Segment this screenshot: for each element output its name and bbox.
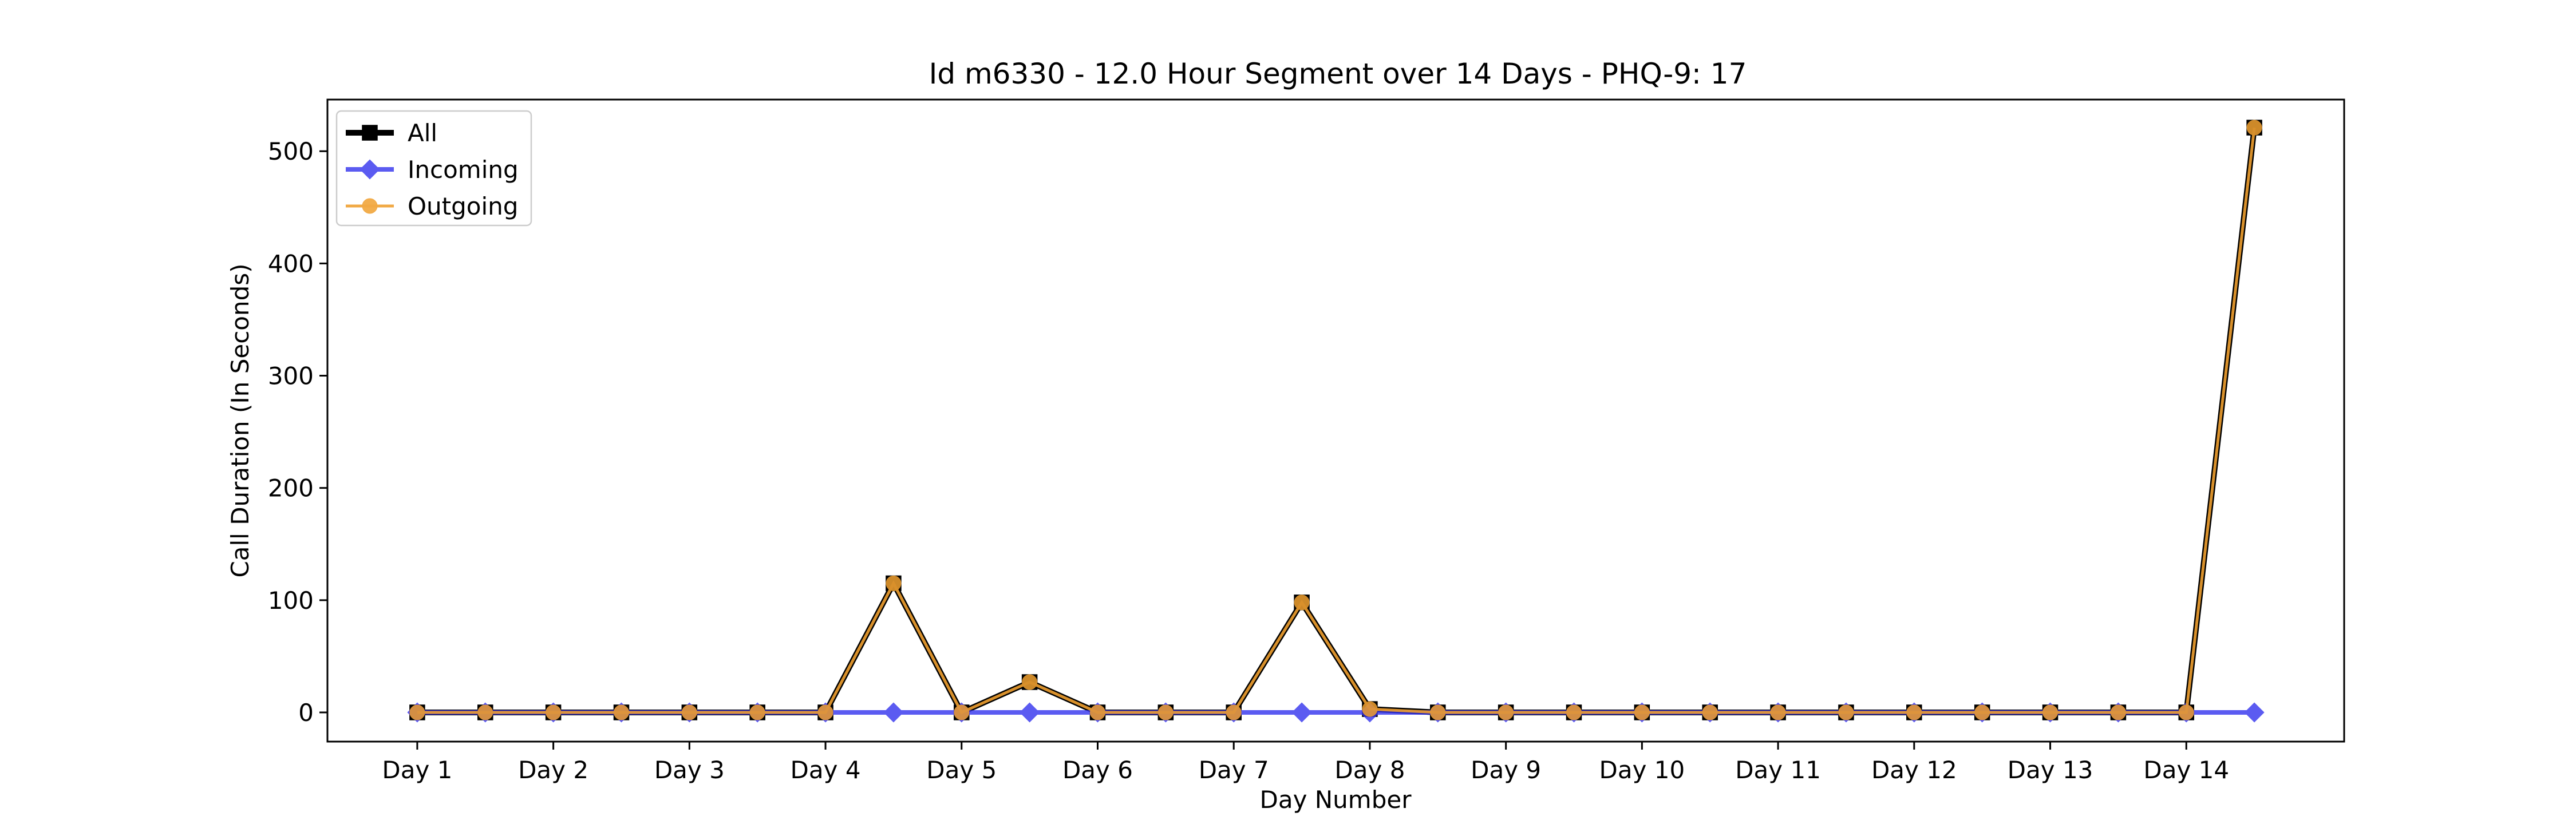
y-tick-label: 400: [268, 249, 314, 278]
data-point-outgoing: [1702, 704, 1718, 720]
data-point-outgoing: [681, 704, 697, 720]
x-tick-label: Day 8: [1334, 756, 1405, 784]
x-tick-label: Day 12: [1871, 756, 1957, 784]
x-tick-label: Day 11: [1735, 756, 1821, 784]
data-point-outgoing: [2042, 704, 2059, 720]
y-tick-label: 0: [298, 699, 314, 727]
x-tick-label: Day 5: [926, 756, 997, 784]
x-tick-label: Day 6: [1062, 756, 1133, 784]
series-line-outgoing: [417, 127, 2256, 715]
data-point-outgoing: [1838, 704, 1854, 720]
data-point-outgoing: [477, 704, 493, 720]
x-tick-label: Day 10: [1599, 756, 1685, 784]
legend-label: Incoming: [408, 156, 519, 184]
data-point-outgoing: [817, 704, 833, 720]
x-tick-label: Day 7: [1199, 756, 1269, 784]
legend-marker: [359, 159, 380, 180]
x-tick-label: Day 13: [2008, 756, 2093, 784]
x-tick-label: Day 9: [1471, 756, 1541, 784]
data-point-outgoing: [1226, 704, 1242, 720]
data-point-incoming: [883, 702, 904, 723]
legend-label: All: [408, 119, 437, 147]
legend-marker: [362, 198, 378, 214]
data-point-outgoing: [1157, 704, 1174, 720]
legend: All Incoming Outgoing: [335, 110, 532, 227]
x-tick-label: Day 4: [791, 756, 861, 784]
data-point-outgoing: [1430, 704, 1446, 720]
x-tick-label: Day 2: [518, 756, 588, 784]
data-point-outgoing: [1974, 704, 1990, 720]
data-point-outgoing: [1566, 704, 1582, 720]
y-tick-label: 300: [268, 362, 314, 390]
data-point-outgoing: [1634, 704, 1650, 720]
plot-frame: [326, 98, 2345, 743]
legend-box: [335, 110, 532, 227]
x-tick-label: Day 1: [382, 756, 452, 784]
data-point-outgoing: [1089, 704, 1105, 720]
y-tick-label: 100: [268, 587, 314, 615]
data-point-outgoing: [613, 704, 629, 720]
data-point-outgoing: [2178, 704, 2194, 720]
series-line-all: [417, 127, 2258, 716]
legend-marker: [362, 125, 378, 141]
data-point-outgoing: [546, 704, 562, 720]
plot-area: [407, 120, 2265, 723]
data-point-outgoing: [749, 704, 765, 720]
legend-label: Outgoing: [408, 192, 518, 220]
data-point-outgoing: [1022, 674, 1038, 690]
data-point-outgoing: [1770, 704, 1786, 720]
legend-item-outgoing: [346, 198, 394, 214]
data-point-incoming: [1020, 702, 1040, 723]
data-point-outgoing: [2110, 704, 2126, 720]
y-axis-label: Call Duration (In Seconds): [226, 263, 254, 577]
legend-item-incoming: [346, 159, 394, 180]
x-axis-label: Day Number: [1259, 786, 1412, 814]
series-all: [409, 120, 2262, 720]
data-point-outgoing: [886, 575, 902, 591]
data-point-incoming: [1291, 702, 1312, 723]
data-point-incoming: [2244, 702, 2265, 723]
data-point-outgoing: [1294, 595, 1310, 611]
y-tick-label: 200: [268, 474, 314, 502]
y-tick-label: 500: [268, 137, 314, 165]
data-point-outgoing: [2246, 120, 2262, 136]
series-outgoing: [409, 120, 2262, 720]
chart-title: Id m6330 - 12.0 Hour Segment over 14 Day…: [929, 57, 1747, 90]
data-point-outgoing: [954, 704, 970, 720]
data-point-outgoing: [1498, 704, 1514, 720]
x-tick-label: Day 14: [2143, 756, 2229, 784]
axes: Day 1 Day 2 Day 3 Day 4 Day 5 Day 6 Day 7 Day 8…: [268, 137, 2229, 784]
legend-item-all: [346, 125, 394, 141]
data-point-outgoing: [409, 704, 425, 720]
x-tick-label: Day 3: [654, 756, 725, 784]
data-point-outgoing: [1906, 704, 1922, 720]
data-point-outgoing: [1362, 701, 1378, 717]
